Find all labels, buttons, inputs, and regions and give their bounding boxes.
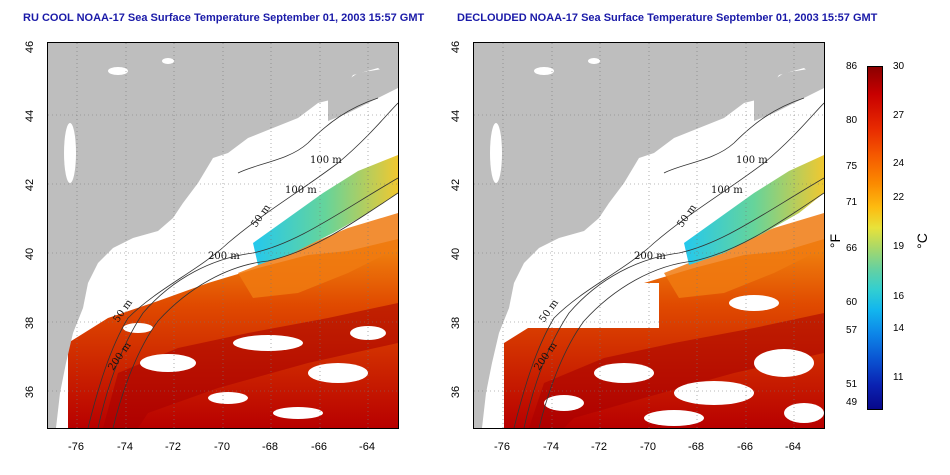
colorbar-c-label: 19 [893, 241, 905, 252]
contour-label: 50 m [675, 202, 699, 230]
lon-tick-label: -70 [214, 441, 230, 453]
declouded-sst-map: 100 m 100 m 50 m 200 m 50 m 200 m [473, 42, 825, 429]
lon-tick-label: -72 [591, 441, 607, 453]
colorbar-f-label: 60 [846, 297, 858, 308]
lon-tick-label: -64 [785, 441, 801, 453]
bathymetry-contours [513, 97, 824, 428]
temperature-colorbar [867, 66, 883, 410]
raw-sst-map: 100 m 100 m 50 m 200 m 50 m 200 m [47, 42, 399, 429]
lon-tick-label: -70 [640, 441, 656, 453]
celsius-unit-label: °C [913, 233, 930, 249]
lon-tick-label: -76 [68, 441, 84, 453]
contour-label: 200 m [634, 251, 666, 262]
colorbar-c-label: 27 [893, 110, 905, 121]
colorbar-c-label: 30 [893, 61, 905, 72]
lakes [490, 58, 600, 183]
colorbar-c-label: 14 [893, 323, 905, 334]
contour-label: 100 m [736, 155, 768, 166]
contour-label: 200 m [208, 251, 240, 262]
lon-tick-label: -66 [311, 441, 327, 453]
bathymetry-contours [87, 97, 398, 428]
colorbar-f-label: 51 [846, 379, 858, 390]
left-map-title: RU COOL NOAA-17 Sea Surface Temperature … [23, 12, 425, 24]
lat-tick-label: 46 [450, 40, 462, 54]
cool-shelf-water [684, 155, 824, 265]
lon-tick-label: -72 [165, 441, 181, 453]
lon-tick-label: -64 [359, 441, 375, 453]
lon-tick-label: -74 [543, 441, 559, 453]
contour-label: 100 m [310, 155, 342, 166]
cloud-patches [123, 323, 386, 419]
contour-label: 100 m [711, 185, 743, 196]
lat-tick-label: 38 [24, 316, 36, 330]
nova-scotia [328, 63, 398, 121]
lat-tick-label: 42 [24, 178, 36, 192]
land-mass [474, 43, 824, 428]
raw-sst-map-svg: 100 m 100 m 50 m 200 m 50 m 200 m [48, 43, 398, 428]
colorbar-c-label: 16 [893, 291, 905, 302]
colorbar-c-label: 24 [893, 158, 905, 169]
graticule [474, 43, 824, 428]
slope-water-region [664, 213, 824, 298]
lat-tick-label: 46 [24, 40, 36, 54]
gulf-stream-core [529, 313, 824, 428]
lon-tick-label: -74 [117, 441, 133, 453]
lon-tick-label: -66 [737, 441, 753, 453]
lat-tick-label: 42 [450, 178, 462, 192]
colorbar-f-label: 71 [846, 197, 858, 208]
lat-tick-label: 36 [24, 385, 36, 399]
lat-tick-label: 38 [450, 316, 462, 330]
graticule [48, 43, 398, 428]
lon-tick-label: -76 [494, 441, 510, 453]
colorbar-f-label: 80 [846, 115, 858, 126]
colorbar-f-label: 66 [846, 243, 858, 254]
slope-water-region [238, 213, 398, 298]
right-map-title: DECLOUDED NOAA-17 Sea Surface Temperatur… [457, 12, 878, 24]
lakes [64, 58, 174, 183]
lat-tick-label: 44 [450, 109, 462, 123]
colorbar-f-label: 75 [846, 161, 858, 172]
colorbar-f-label: 86 [846, 61, 858, 72]
lat-tick-label: 40 [450, 247, 462, 261]
gulf-stream-core [103, 303, 398, 428]
lon-tick-label: -68 [262, 441, 278, 453]
fahrenheit-unit-label: °F [827, 233, 844, 249]
colorbar-f-label: 57 [846, 325, 858, 336]
colorbar-c-label: 22 [893, 192, 905, 203]
contour-label: 100 m [285, 185, 317, 196]
lat-tick-label: 44 [24, 109, 36, 123]
declouded-sst-map-svg: 100 m 100 m 50 m 200 m 50 m 200 m [474, 43, 824, 428]
contour-label: 50 m [249, 202, 273, 230]
lon-tick-label: -68 [688, 441, 704, 453]
cloud-gaps [509, 283, 824, 426]
colorbar-f-label: 49 [846, 397, 858, 408]
cool-shelf-water [253, 155, 398, 265]
colorbar-c-label: 11 [893, 372, 904, 383]
lat-tick-label: 40 [24, 247, 36, 261]
land-mass [48, 43, 398, 428]
lat-tick-label: 36 [450, 385, 462, 399]
nova-scotia [754, 63, 824, 121]
